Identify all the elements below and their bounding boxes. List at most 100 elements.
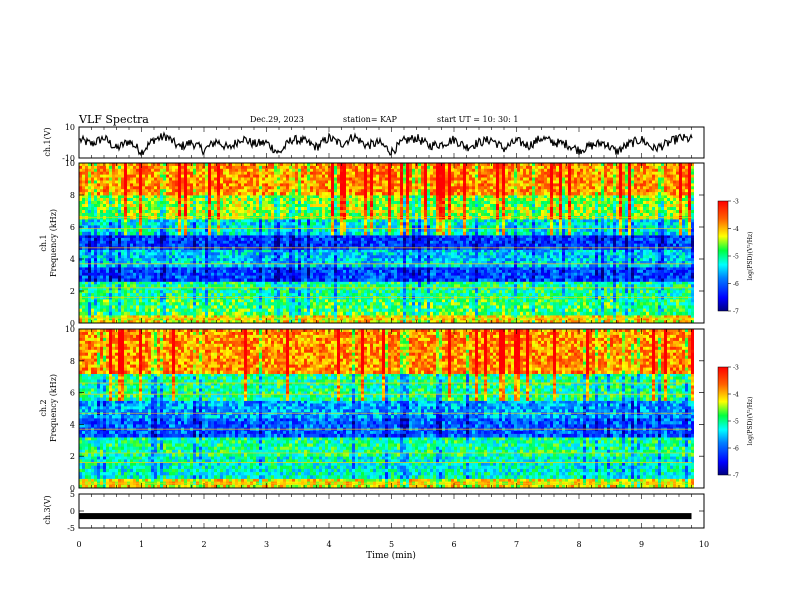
ch1-spectrogram-cell	[121, 267, 124, 271]
ch1-spectrogram-cell	[250, 231, 253, 236]
ch1-spectrogram-cell	[316, 269, 319, 274]
ch1-spectrogram-cell	[181, 210, 184, 214]
ch1-spectrogram-cell	[343, 201, 346, 205]
ch1-spectrogram-cell	[316, 278, 319, 282]
ch1-spectrogram-cell	[142, 299, 145, 303]
ch1-spectrogram-cell	[214, 258, 217, 262]
ch1-spectrogram-cell	[160, 284, 163, 288]
ch1-spectrogram-cell	[259, 255, 262, 259]
ch1-spectrogram-cell	[286, 165, 289, 170]
ch1-spectrogram-cell	[124, 317, 127, 321]
ch1-spectrogram-cell	[301, 243, 304, 247]
ch1-spectrogram-cell	[250, 293, 253, 297]
ch1-spectrogram-cell	[130, 163, 133, 167]
ch1-spectrogram-cell	[232, 198, 235, 202]
ch1-spectrogram-cell	[124, 165, 127, 170]
ch1-spectrogram-cell	[139, 302, 142, 306]
ch1-spectrogram-cell	[328, 192, 331, 196]
ch1-spectrogram-cell	[127, 315, 130, 319]
ch1-spectrogram-cell	[271, 163, 274, 167]
ch1-spectrogram-cell	[196, 317, 199, 321]
ch1-spectrogram-cell	[307, 290, 310, 294]
ch1-spectrogram-cell	[262, 269, 265, 274]
ch1-spectrogram-cell	[256, 275, 259, 279]
ch1-spectrogram-cell	[172, 267, 175, 271]
ch1-spectrogram-cell	[94, 219, 97, 223]
ch1-spectrogram-cell	[235, 293, 238, 297]
ch1-spectrogram-cell	[304, 219, 307, 223]
ch1-spectrogram-cell	[151, 235, 154, 239]
ch1-spectrogram-cell	[289, 225, 292, 229]
ch1-spectrogram-cell	[148, 183, 151, 187]
ch1-spectrogram-cell	[91, 195, 94, 199]
ch1-spectrogram-cell	[301, 290, 304, 294]
ch1-spectrogram-cell	[79, 168, 82, 173]
ch1-spectrogram-cell	[115, 225, 118, 229]
ch1-spectrogram-cell	[88, 302, 91, 306]
ch1-spectrogram-cell	[82, 235, 85, 239]
ch1-spectrogram-cell	[187, 284, 190, 288]
ch1-spectrogram-cell	[343, 272, 346, 277]
ch1-spectrogram-cell	[202, 267, 205, 271]
ch1-spectrogram-cell	[163, 249, 166, 253]
ch1-spectrogram-cell	[244, 177, 247, 181]
ch1-spectrogram-cell	[304, 225, 307, 229]
ch1-spectrogram-cell	[289, 210, 292, 214]
ch1-spectrogram-cell	[265, 308, 268, 313]
ch1-spectrogram-cell	[85, 267, 88, 271]
ch1-spectrogram-cell	[307, 165, 310, 170]
ch1-spectrogram-cell	[283, 219, 286, 223]
ch1-spectrogram-cell	[139, 255, 142, 259]
ch1-spectrogram-cell	[178, 192, 181, 196]
ch1-spectrogram-cell	[196, 287, 199, 291]
ch1-spectrogram-cell	[328, 243, 331, 247]
ch1-spectrogram-cell	[133, 240, 136, 245]
ch1-spectrogram-cell	[298, 225, 301, 229]
ch1-spectrogram-cell	[301, 255, 304, 259]
ch1-spectrogram-cell	[205, 189, 208, 193]
ch1-spectrogram-cell	[124, 255, 127, 259]
ch1-spectrogram-cell	[283, 302, 286, 306]
ch1-spectrogram-cell	[265, 198, 268, 202]
ch1-spectrogram-cell	[85, 213, 88, 217]
ch1-spectrogram-cell	[250, 195, 253, 199]
ch1-spectrogram-cell	[298, 315, 301, 319]
ch1-spectrogram-cell	[289, 299, 292, 303]
ch1-spectrogram-cell	[265, 195, 268, 199]
ch1-spectrogram-cell	[289, 180, 292, 184]
ch1-spectrogram-cell	[223, 207, 226, 211]
ch1-spectrogram-cell	[196, 168, 199, 173]
ch1-spectrogram-cell	[304, 264, 307, 268]
ch1-spectrogram-cell	[214, 305, 217, 309]
ch1-spectrogram-cell	[205, 243, 208, 247]
ch1-spectrogram-cell	[127, 258, 130, 262]
ch1-spectrogram-cell	[289, 320, 292, 324]
ch1-spectrogram-cell	[226, 183, 229, 187]
ch1-spectrogram-cell	[226, 219, 229, 223]
ch1-spectrogram-cell	[304, 237, 307, 242]
ch1-spectrogram-cell	[220, 168, 223, 173]
ch1-spectrogram-cell	[82, 258, 85, 262]
ch1-spectrogram-cell	[241, 252, 244, 256]
ch1-spectrogram-cell	[211, 269, 214, 274]
ch1-spectrogram-cell	[139, 261, 142, 265]
ch1-spectrogram-cell	[238, 231, 241, 236]
ch1-spectrogram-cell	[319, 168, 322, 173]
ch1-spectrogram-cell	[106, 255, 109, 259]
ch1-spectrogram-cell	[298, 317, 301, 321]
ch1-spectrogram-cell	[193, 177, 196, 181]
ch1-spectrogram-cell	[91, 272, 94, 277]
ch1-spectrogram-cell	[313, 315, 316, 319]
ch1-spectrogram-cell	[340, 235, 343, 239]
ch1-spectrogram-cell	[325, 189, 328, 193]
ch1-spectrogram-cell	[181, 204, 184, 208]
ch1-spectrogram-cell	[112, 177, 115, 181]
ch1-spectrogram-cell	[247, 311, 250, 316]
ch1-spectrogram-cell	[169, 269, 172, 274]
ch1-spectrogram-cell	[322, 261, 325, 265]
ch1-spectrogram-cell	[277, 201, 280, 205]
ch1-spectrogram-cell	[319, 264, 322, 268]
ch1-spectrogram-cell	[121, 171, 124, 175]
ch1-spectrogram-cell	[232, 228, 235, 233]
ch1-spectrogram-cell	[247, 281, 250, 285]
